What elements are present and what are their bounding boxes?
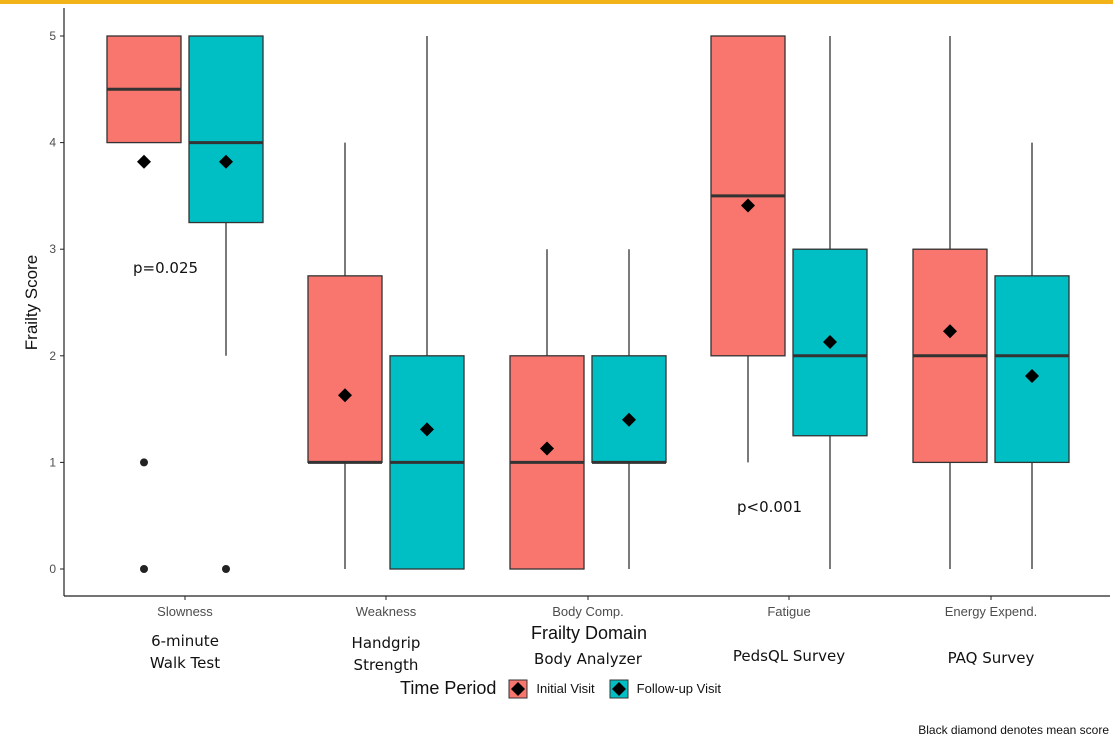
legend-title: Time Period bbox=[400, 678, 497, 698]
mean-diamond bbox=[1025, 369, 1039, 384]
legend-label-initial: Initial Visit bbox=[536, 681, 595, 696]
subtitle-fatigue: PedsQL Survey bbox=[729, 645, 849, 667]
y-axis-title: Frailty Score bbox=[22, 255, 41, 350]
outlier-point bbox=[140, 565, 148, 573]
y-tick-label: 1 bbox=[49, 455, 56, 469]
legend-label-followup: Follow-up Visit bbox=[636, 681, 721, 696]
outlier-point bbox=[222, 565, 230, 573]
x-tick-label: Energy Expend. bbox=[945, 604, 1038, 619]
mean-diamond bbox=[823, 334, 837, 349]
subtitle-line: PedsQL Survey bbox=[732, 647, 846, 665]
x-tick-label: Fatigue bbox=[767, 604, 810, 619]
box-followup bbox=[591, 355, 667, 464]
legend-key-followup bbox=[609, 679, 629, 698]
subtitle-slowness: 6-minute Walk Test bbox=[125, 630, 245, 674]
mean-diamond bbox=[338, 388, 352, 403]
subtitle-line: PAQ Survey bbox=[947, 649, 1035, 667]
x-tick-label: Weakness bbox=[356, 604, 417, 619]
legend-key-initial bbox=[508, 679, 528, 698]
mean-diamond bbox=[137, 154, 151, 169]
mean-diamond bbox=[219, 154, 233, 169]
y-tick-label: 2 bbox=[49, 349, 56, 363]
subtitle-weakness: Handgrip Strength bbox=[326, 632, 446, 676]
subtitle-line: Body Analyzer bbox=[534, 650, 642, 668]
y-tick-label: 4 bbox=[49, 136, 56, 150]
p-value-annotation-fatigue: p<0.001 bbox=[737, 498, 803, 517]
y-tick-label: 0 bbox=[49, 562, 56, 576]
outlier-point bbox=[140, 458, 148, 467]
top-accent-bar bbox=[0, 0, 1113, 4]
mean-diamond bbox=[420, 422, 434, 437]
p-value-annotation-slowness: p=0.025 bbox=[133, 258, 199, 277]
subtitle-energy: PAQ Survey bbox=[931, 647, 1051, 669]
subtitle-line: Walk Test bbox=[149, 654, 221, 672]
subtitle-body-comp: Body Analyzer bbox=[528, 648, 648, 670]
subtitle-line: Handgrip bbox=[351, 634, 421, 652]
box-followup bbox=[188, 35, 264, 224]
x-tick-label: Body Comp. bbox=[552, 604, 624, 619]
mean-diamond bbox=[943, 324, 957, 339]
mean-diamond bbox=[540, 441, 554, 456]
y-tick-label: 5 bbox=[49, 29, 56, 43]
x-axis-title: Frailty Domain bbox=[530, 623, 648, 643]
legend: Time Period Initial Visit Follow-up Visi… bbox=[400, 678, 735, 699]
y-tick-label: 3 bbox=[49, 242, 56, 256]
x-tick-label: Slowness bbox=[157, 604, 213, 619]
mean-diamond bbox=[741, 198, 755, 213]
box-initial bbox=[307, 275, 383, 464]
subtitle-line: 6-minute bbox=[151, 632, 219, 650]
mean-diamond bbox=[622, 412, 636, 427]
legend-item-initial: Initial Visit bbox=[508, 679, 595, 699]
legend-item-followup: Follow-up Visit bbox=[609, 679, 721, 699]
footnote: Black diamond denotes mean score bbox=[918, 723, 1109, 737]
subtitle-line: Strength bbox=[353, 656, 419, 674]
